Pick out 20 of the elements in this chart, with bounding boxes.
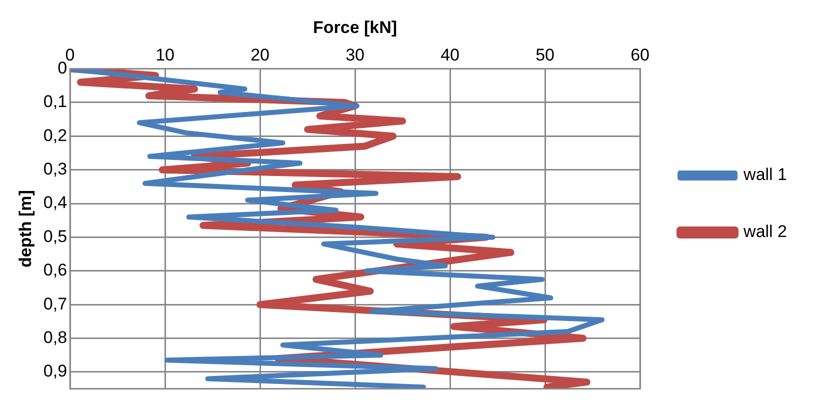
x-axis-title: Force [kN] (312, 18, 398, 37)
y-tick-label: 0,3 (43, 160, 68, 179)
y-tick-label: 0,6 (43, 260, 68, 280)
y-tick-label: 0,8 (43, 328, 68, 347)
x-tick-label: 50 (536, 45, 554, 64)
x-tick-label: 20 (250, 45, 270, 64)
y-tick-label: 0,4 (43, 193, 68, 212)
y-tick-label: 0,9 (43, 362, 68, 381)
y-tick-label: 0,7 (43, 294, 68, 314)
legend-label: wall 2 (742, 222, 788, 242)
x-tick-label: 60 (630, 45, 650, 64)
y-tick-label: 0,5 (43, 226, 68, 246)
y-tick-label: 0,1 (43, 92, 68, 112)
legend-label: wall 1 (742, 165, 788, 184)
x-tick-label: 30 (346, 45, 364, 64)
y-axis-title: depth [m] (16, 190, 35, 268)
x-tick-label: 10 (156, 45, 174, 64)
x-tick-label: 40 (440, 45, 460, 64)
y-tick-label: 0,2 (43, 126, 68, 145)
y-tick-label: 0 (58, 58, 68, 78)
